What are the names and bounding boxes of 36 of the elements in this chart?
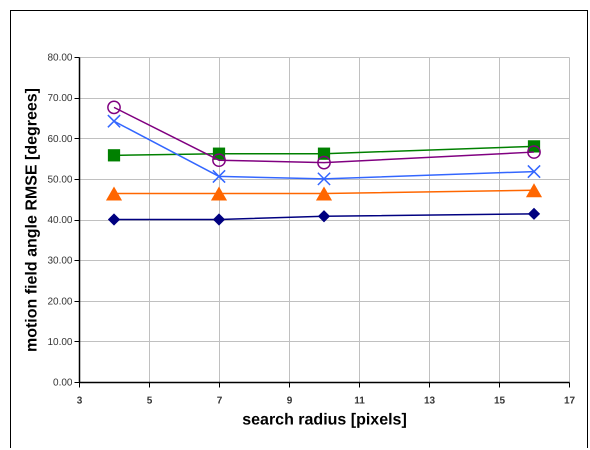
point (526, 183, 542, 198)
x-tick-label: 11 (354, 396, 366, 406)
x-tick-label: 15 (494, 396, 506, 406)
y-tick-label: 10.00 (47, 336, 73, 348)
x-tick-label: 5 (146, 396, 153, 406)
point (317, 172, 331, 186)
point (527, 164, 541, 178)
point (318, 210, 330, 222)
point (528, 208, 540, 220)
point (107, 100, 121, 114)
x-tick-label: 17 (564, 396, 576, 406)
x-tick-label: 9 (286, 396, 293, 406)
y-tick-label: 50.00 (47, 174, 73, 186)
point (108, 213, 120, 226)
point (106, 186, 122, 200)
y-tick-label: 30.00 (47, 256, 73, 267)
x-tick-label: 3 (76, 396, 83, 406)
y-tick-label: 20.00 (47, 296, 73, 308)
point (212, 153, 226, 168)
y-tick-label: 40.00 (47, 215, 73, 226)
point (107, 114, 121, 128)
point (108, 149, 120, 162)
point (212, 170, 226, 184)
x-axis-title: search radius [pixels] (242, 412, 407, 428)
point (527, 145, 541, 159)
y-tick-label: 80.00 (47, 52, 73, 64)
y-tick-label: 60.00 (47, 134, 73, 145)
point (316, 186, 332, 200)
y-axis-title: motion field angle RMSE [degrees] (23, 88, 40, 352)
point (210, 186, 228, 200)
point (212, 213, 226, 226)
y-tick-label: 0.00 (53, 378, 73, 388)
point (317, 156, 331, 170)
y-tick-label: 70.00 (47, 93, 73, 104)
x-tick-label: 7 (216, 396, 223, 406)
x-tick-label: 13 (424, 396, 436, 406)
